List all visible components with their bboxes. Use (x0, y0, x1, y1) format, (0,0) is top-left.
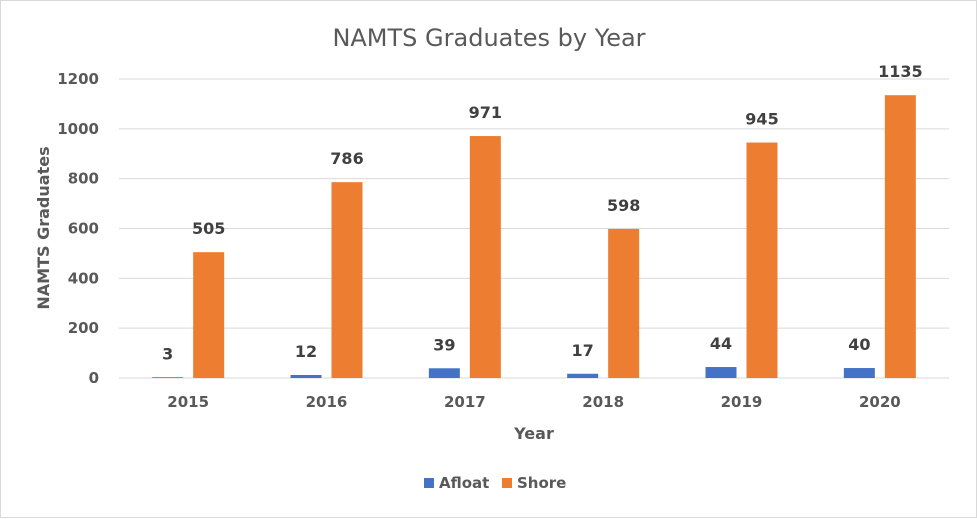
y-tick-label: 200 (68, 319, 99, 337)
data-label-afloat-2015: 3 (162, 344, 173, 363)
x-axis-title: Year (513, 424, 554, 443)
data-label-afloat-2016: 12 (295, 342, 317, 361)
data-label-afloat-2017: 39 (433, 335, 455, 354)
y-tick-label: 400 (68, 269, 99, 287)
data-label-afloat-2019: 44 (710, 334, 732, 353)
legend-label-shore: Shore (517, 474, 566, 492)
bar-shore-2016 (331, 182, 363, 378)
x-tick-label: 2018 (582, 393, 624, 411)
x-tick-label: 2019 (721, 393, 763, 411)
x-axis-ticks: 2015 2016 2017 2018 2019 2020 (167, 393, 900, 411)
bar-shore-2018 (608, 228, 640, 378)
legend-swatch-afloat (424, 478, 434, 488)
data-label-afloat-2020: 40 (848, 335, 870, 354)
y-axis-title: NAMTS Graduates (34, 146, 53, 309)
bar-afloat-2015 (152, 377, 184, 378)
data-label-shore-2017: 971 (469, 103, 502, 122)
bar-afloat-2016 (290, 375, 322, 378)
bar-shore-2020 (884, 95, 916, 378)
data-labels: 3 505 12 786 39 971 17 598 44 945 40 1135 (162, 62, 923, 363)
chart-title: NAMTS Graduates by Year (332, 24, 645, 52)
legend-label-afloat: Afloat (439, 474, 489, 492)
data-label-shore-2020: 1135 (878, 62, 923, 81)
data-label-shore-2016: 786 (330, 149, 363, 168)
bar-afloat-2018 (567, 373, 599, 378)
bar-shore-2017 (469, 136, 501, 378)
legend: Afloat Shore (424, 474, 566, 492)
data-label-shore-2015: 505 (192, 219, 225, 238)
bar-afloat-2020 (843, 368, 875, 378)
bar-afloat-2019 (705, 367, 737, 378)
data-label-afloat-2018: 17 (572, 341, 594, 360)
gridlines (119, 78, 949, 379)
y-tick-label: 1000 (57, 120, 99, 138)
y-axis-ticks: 0 200 400 600 800 1000 1200 (57, 70, 99, 387)
bars (152, 95, 916, 378)
legend-swatch-shore (502, 478, 512, 488)
x-tick-label: 2016 (306, 393, 348, 411)
y-tick-label: 600 (68, 220, 99, 238)
x-tick-label: 2020 (859, 393, 901, 411)
y-tick-label: 0 (89, 369, 99, 387)
bar-shore-2015 (193, 252, 225, 378)
bar-shore-2019 (746, 142, 778, 378)
data-label-shore-2019: 945 (745, 110, 778, 129)
y-tick-label: 1200 (57, 70, 99, 88)
y-tick-label: 800 (68, 170, 99, 188)
x-tick-label: 2015 (167, 393, 209, 411)
bar-afloat-2017 (428, 368, 460, 378)
x-tick-label: 2017 (444, 393, 486, 411)
data-label-shore-2018: 598 (607, 196, 640, 215)
